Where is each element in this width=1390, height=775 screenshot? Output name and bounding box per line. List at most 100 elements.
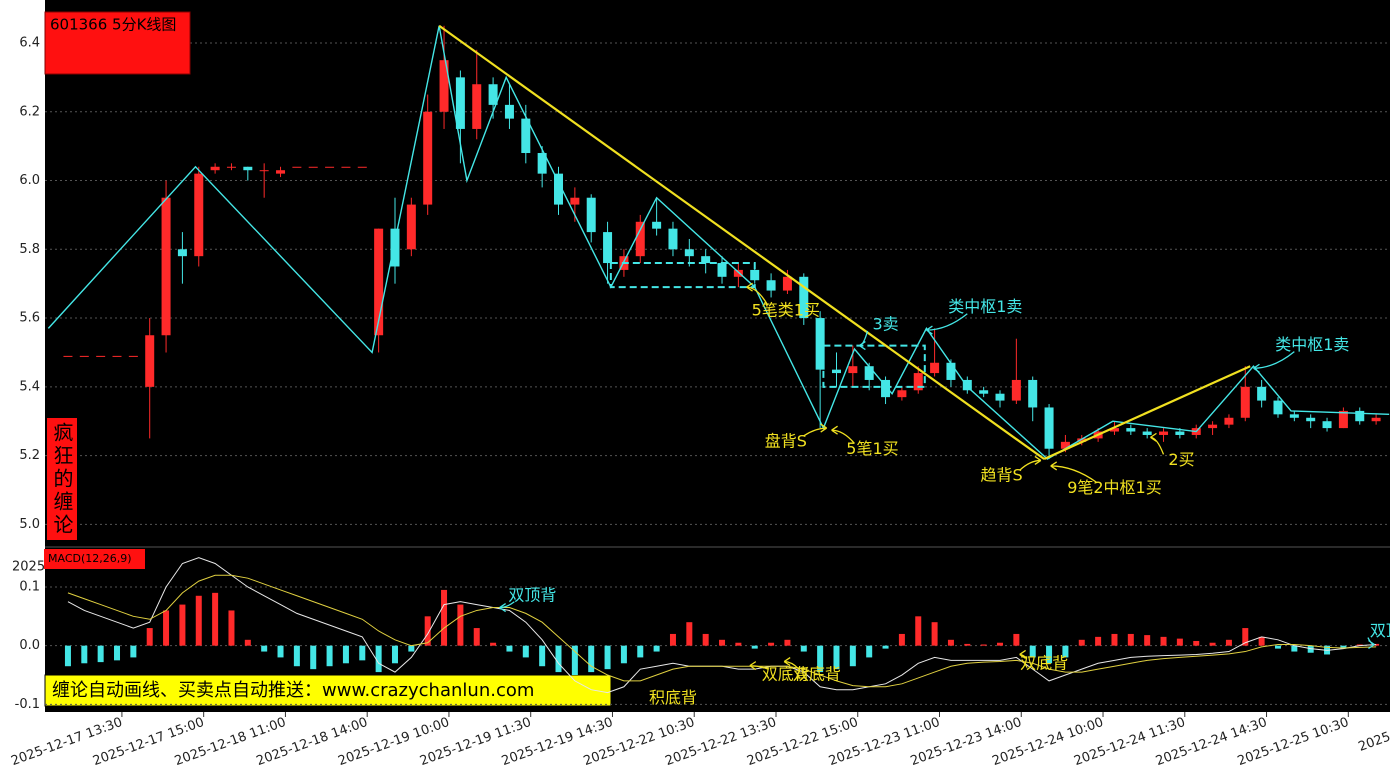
annotation: 类中枢1卖: [948, 297, 1022, 316]
candle-body: [406, 204, 416, 250]
candle-body: [488, 84, 498, 105]
annotation-arrow: [1150, 432, 1165, 455]
macd-bar: [277, 645, 284, 658]
macd-bar: [898, 633, 905, 646]
macd-bar: [441, 589, 448, 646]
macd-bar: [1209, 642, 1216, 646]
candle-body: [799, 276, 809, 319]
y-tick-label: 6.0: [19, 173, 40, 188]
candle-body: [357, 166, 367, 168]
candle-body: [1240, 386, 1250, 418]
macd-bar: [947, 639, 954, 646]
macd-bar: [1046, 645, 1053, 664]
annotation-arrow: [831, 425, 855, 444]
macd-bar: [163, 610, 170, 646]
macd-bar: [620, 645, 627, 664]
annotation-arrow: [1019, 455, 1042, 471]
macd-bar: [130, 645, 137, 658]
candle-body: [962, 379, 972, 391]
candle-body: [194, 173, 204, 257]
candle-body: [881, 379, 891, 398]
annotation-arrow: [1367, 637, 1375, 650]
macd-bar: [1160, 636, 1167, 646]
macd-bar: [261, 645, 268, 652]
zhongshu-box: [822, 344, 926, 388]
annotation: 双顶: [1370, 621, 1390, 640]
candle-body: [1224, 417, 1234, 425]
candle-body: [864, 366, 874, 380]
candle-body: [1355, 410, 1365, 422]
macd-title: MACD(12,26,9): [48, 552, 132, 565]
annotation-arrow: [746, 282, 769, 306]
candle-body: [1371, 417, 1381, 422]
macd-bar: [1144, 635, 1151, 646]
macd-bar: [1111, 633, 1118, 646]
macd-bar: [1274, 645, 1281, 649]
candle-body: [390, 228, 400, 267]
macd-bar: [1127, 633, 1134, 646]
banner: 缠论自动画线、买卖点自动推送：www.crazychanlun.com: [52, 680, 534, 701]
macd-bar: [457, 604, 464, 646]
candle-body: [128, 355, 138, 357]
candle-body: [897, 390, 907, 398]
candle-body: [1273, 400, 1283, 415]
annotation-arrow: [1050, 461, 1097, 483]
macd-bar: [768, 642, 775, 646]
annotation: 5笔类1买: [752, 301, 820, 320]
macd-bar: [686, 622, 693, 646]
candle-body: [1306, 417, 1316, 422]
macd-bar: [326, 645, 333, 667]
candle-body: [1257, 386, 1267, 401]
annotation: 趋背S: [981, 466, 1023, 485]
macd-bar: [1242, 628, 1249, 646]
macd-bar: [555, 645, 562, 673]
cut-label: 2025-: [12, 560, 50, 575]
macd-bar: [293, 645, 300, 667]
macd-bar: [195, 595, 202, 646]
macd-bar: [391, 645, 398, 664]
candle-body: [161, 197, 171, 336]
annotation-arrow: [803, 423, 828, 437]
annotation: 双顶背: [508, 585, 556, 604]
candle-body: [668, 228, 678, 250]
annotation-arrow: [499, 601, 515, 613]
bi-line: [47, 25, 1390, 460]
annotation: 9笔2中枢1买: [1067, 478, 1162, 497]
annotation: 积底背: [649, 688, 697, 707]
macd-bar: [833, 645, 840, 670]
macd-bar: [490, 642, 497, 646]
candle-body: [1142, 431, 1152, 435]
candle-body: [766, 280, 776, 291]
candle-body: [79, 355, 89, 357]
candle-body: [635, 221, 645, 257]
macd-bar: [915, 616, 922, 646]
macd-bar: [212, 592, 219, 646]
candle-body: [930, 362, 940, 374]
macd-bar: [114, 645, 121, 661]
side-label-box: [47, 418, 77, 540]
candle-body: [848, 366, 858, 374]
y-tick-label: 5.4: [19, 379, 40, 394]
macd-bar: [359, 645, 366, 661]
macd-bar: [64, 645, 71, 667]
macd-bar: [81, 645, 88, 664]
banner-box: [44, 674, 612, 707]
annotation-arrow: [749, 661, 769, 671]
candle-body: [946, 362, 956, 380]
candle-body: [554, 173, 564, 205]
candle-body: [308, 166, 318, 168]
macd-bar: [97, 645, 104, 663]
macd-bar: [637, 645, 644, 658]
candle-body: [1175, 431, 1185, 435]
candle-body: [652, 221, 662, 229]
segment-line: [1043, 365, 1251, 461]
candle-body: [701, 256, 711, 264]
candle-body: [455, 77, 465, 129]
macd-bar: [228, 610, 235, 646]
candle-body: [1028, 379, 1038, 408]
annotation: 5笔1买: [846, 439, 898, 458]
candle-body: [1060, 441, 1070, 449]
macd-bar: [244, 639, 251, 646]
macd-bar: [866, 645, 873, 658]
